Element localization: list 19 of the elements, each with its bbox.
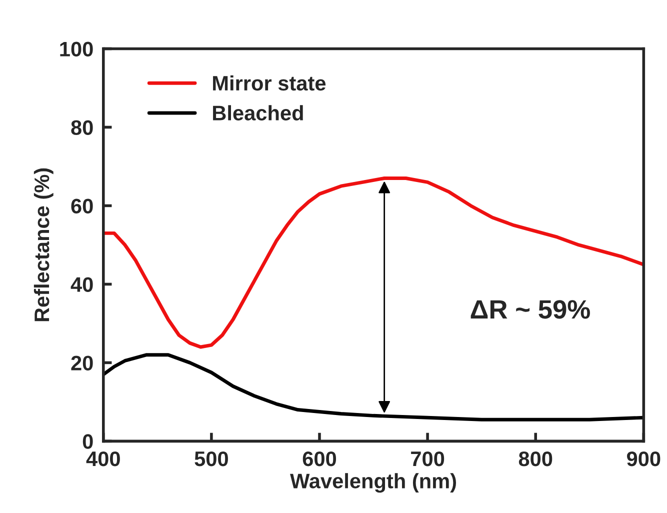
y-tick-label: 100: [60, 42, 93, 56]
x-tick-label: 700: [411, 451, 444, 466]
x-tick-label: 900: [627, 451, 660, 466]
line-series: [103, 176, 644, 349]
line-series: [103, 353, 644, 422]
x-tick-label: 500: [194, 451, 228, 466]
y-tick-label: 60: [71, 198, 93, 214]
x-tick-label: 800: [518, 451, 552, 466]
legend-label: Bleached: [213, 105, 303, 120]
y-tick-label: 20: [71, 356, 93, 370]
annotation: ΔR ~ 59%: [470, 300, 590, 319]
legend-label: Mirror state: [213, 75, 326, 91]
x-tick-label: 600: [302, 451, 336, 466]
y-axis-title: Reflectance (%): [34, 168, 54, 322]
x-axis-title: Wavelength (nm): [290, 473, 456, 493]
y-tick-label: 0: [82, 434, 93, 449]
y-tick-label: 80: [71, 120, 93, 135]
y-tick-label: 40: [70, 277, 93, 292]
x-tick-label: 400: [86, 451, 120, 466]
